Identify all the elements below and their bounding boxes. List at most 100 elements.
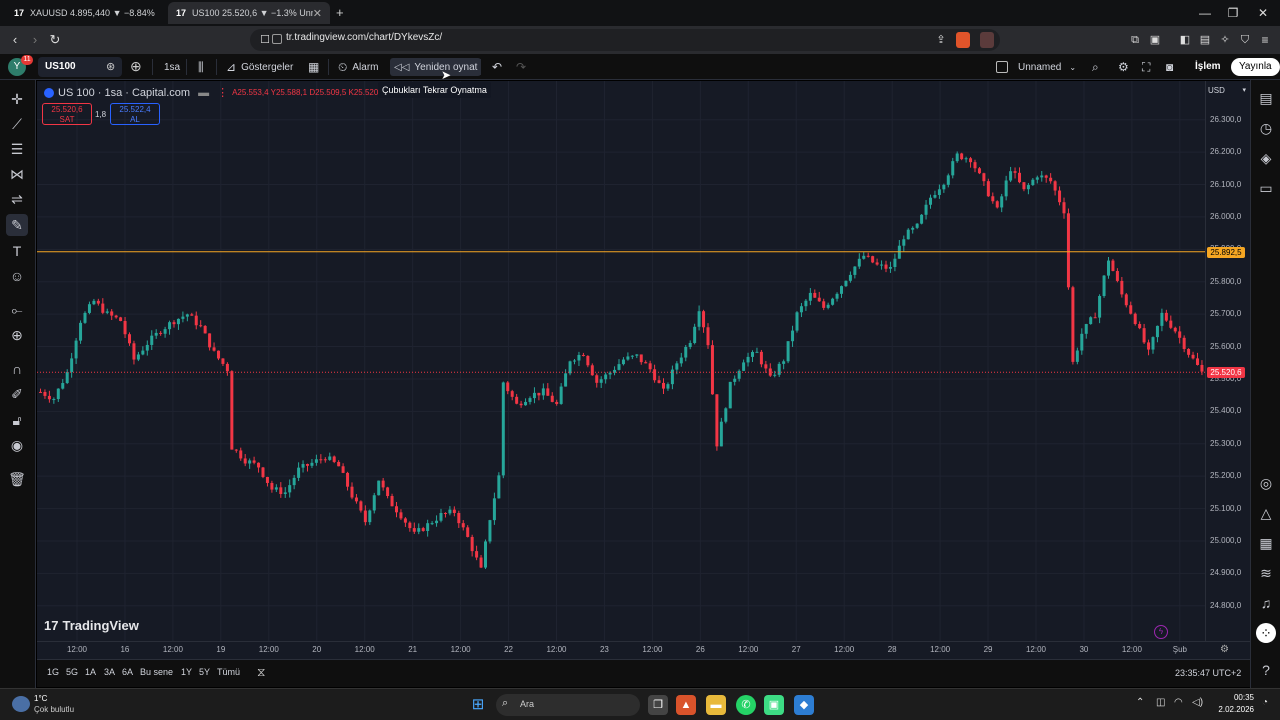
- sidebar-icon[interactable]: ◧: [1179, 34, 1191, 46]
- bookmark-icon[interactable]: ☐: [260, 34, 270, 46]
- weather-temp[interactable]: 1°C: [34, 694, 48, 703]
- clock[interactable]: 23:35:47 UTC+2: [1175, 668, 1242, 678]
- wifi-icon[interactable]: ◠: [1174, 697, 1183, 708]
- leo-ai-icon[interactable]: ✧: [1220, 34, 1230, 46]
- chart-pane[interactable]: [37, 81, 1205, 641]
- browser-tab-us100[interactable]: 17 US100 25.520,6 ▼ −1.3% Unnam ✕: [168, 2, 330, 24]
- weather-icon[interactable]: [12, 696, 30, 712]
- brave-rewards-icon[interactable]: [980, 32, 994, 48]
- pattern-icon[interactable]: ⋈: [10, 166, 24, 182]
- object-tree-icon[interactable]: ◈: [1260, 150, 1272, 166]
- replay-button[interactable]: ◁◁ Yeniden oynat: [390, 58, 482, 76]
- maximize-window-button[interactable]: ❐: [1227, 6, 1239, 20]
- products-grid-icon[interactable]: ⁘: [1256, 623, 1276, 643]
- weather-desc[interactable]: Çok bulutlu: [34, 705, 75, 714]
- notification-center-icon[interactable]: ◔: [1262, 697, 1269, 708]
- vpn-icon[interactable]: ⛉: [1240, 34, 1250, 46]
- notifications-bell-icon[interactable]: ♫: [1260, 595, 1272, 611]
- emoji-icon[interactable]: ☺: [9, 268, 25, 284]
- range-5g[interactable]: 5G: [66, 667, 79, 677]
- sell-button[interactable]: 25.520,6 SAT: [42, 103, 92, 125]
- target-icon[interactable]: ◎: [1259, 475, 1273, 491]
- volume-icon[interactable]: ◁): [1192, 697, 1204, 708]
- ruler-icon[interactable]: ⟜: [11, 302, 23, 318]
- chat-icon[interactable]: ▭: [1259, 180, 1273, 196]
- compare-symbol-icon[interactable]: ⊛: [106, 61, 116, 73]
- indicators-button[interactable]: ⊿ Göstergeler: [222, 58, 297, 76]
- site-info-icon[interactable]: [272, 34, 282, 44]
- trade-button[interactable]: İşlem: [1195, 61, 1221, 72]
- crosshair-icon[interactable]: ✛: [11, 91, 23, 107]
- url-box[interactable]: [250, 29, 1000, 51]
- layout-icon[interactable]: [996, 61, 1008, 73]
- buy-button[interactable]: 25.522,4 AL: [110, 103, 160, 125]
- layouts-grid-icon[interactable]: ▦: [308, 60, 320, 74]
- close-window-button[interactable]: ✕: [1257, 6, 1269, 20]
- settings-gear-icon[interactable]: ⚙: [1118, 60, 1129, 74]
- tray-chevron-icon[interactable]: ⌃: [1136, 697, 1145, 708]
- quick-search-icon[interactable]: ⌕: [1092, 59, 1099, 74]
- taskbar-search-box[interactable]: ⌕ Ara: [496, 694, 640, 716]
- forecast-icon[interactable]: ⇌: [11, 191, 23, 207]
- magnet-icon[interactable]: ∩: [11, 361, 23, 377]
- candlestick-chart[interactable]: [37, 81, 1205, 641]
- watchlist-icon[interactable]: ▤: [1259, 90, 1273, 106]
- task-view-icon[interactable]: ❐: [648, 695, 668, 715]
- back-icon[interactable]: ‹: [12, 32, 18, 47]
- help-icon[interactable]: ?: [1262, 662, 1270, 678]
- range-1y[interactable]: 1Y: [181, 667, 193, 677]
- eye-icon[interactable]: ◉: [10, 437, 24, 453]
- trend-line-icon[interactable]: ⟋: [12, 116, 22, 132]
- calendar-icon[interactable]: ▦: [1259, 535, 1273, 551]
- publish-button[interactable]: Yayınla: [1231, 58, 1280, 76]
- news-feed-icon[interactable]: ≋: [1260, 565, 1272, 581]
- wallet-icon[interactable]: ▤: [1199, 34, 1211, 46]
- alerts-clock-icon[interactable]: ◷: [1259, 120, 1273, 136]
- range-all[interactable]: Tümü: [217, 667, 241, 677]
- fib-retracement-icon[interactable]: ☰: [10, 141, 24, 157]
- redo-icon[interactable]: ↷: [516, 60, 527, 74]
- brave-browser-icon[interactable]: ▲: [676, 695, 696, 715]
- trash-icon[interactable]: 🗑︎: [8, 471, 26, 487]
- url-text[interactable]: tr.tradingview.com/chart/DYkevsZc/: [286, 32, 443, 43]
- share-icon[interactable]: ⇪: [936, 34, 946, 46]
- undo-icon[interactable]: ↶: [492, 60, 503, 74]
- range-5y[interactable]: 5Y: [199, 667, 211, 677]
- brush-icon[interactable]: ✎: [6, 214, 28, 236]
- menu-icon[interactable]: ≡: [1261, 33, 1269, 47]
- taskbar-time[interactable]: 00:35: [1233, 693, 1254, 702]
- alarm-button[interactable]: ⏲ Alarm: [334, 58, 383, 76]
- interval-button[interactable]: 1sa: [164, 61, 181, 73]
- range-1a[interactable]: 1A: [85, 667, 97, 677]
- range-1g[interactable]: 1G: [47, 667, 60, 677]
- minimize-window-button[interactable]: —: [1199, 6, 1211, 20]
- range-3a[interactable]: 3A: [104, 667, 116, 677]
- forward-icon[interactable]: ›: [32, 32, 38, 47]
- file-explorer-icon[interactable]: ▬: [706, 695, 726, 715]
- new-tab-button[interactable]: +: [336, 5, 344, 20]
- close-tab-icon[interactable]: ✕: [312, 7, 322, 20]
- ideas-icon[interactable]: △: [1260, 505, 1272, 521]
- app-icon[interactable]: ▣: [764, 695, 784, 715]
- app-icon-blue[interactable]: ◆: [794, 695, 814, 715]
- windows-start-icon[interactable]: ⊞: [471, 696, 485, 713]
- range-ytd[interactable]: Bu sene: [140, 667, 174, 677]
- brave-shield-icon[interactable]: [956, 32, 970, 48]
- candle-style-icon[interactable]: ⫼: [198, 59, 204, 74]
- go-to-date-icon[interactable]: ⧖: [257, 665, 266, 679]
- currency-selector[interactable]: USD ▾: [1208, 86, 1246, 98]
- add-symbol-icon[interactable]: ⊕: [130, 58, 142, 74]
- reload-icon[interactable]: ↻: [49, 32, 61, 47]
- time-settings-icon[interactable]: ⚙: [1220, 644, 1229, 655]
- taskbar-date[interactable]: 2.02.2026: [1218, 705, 1254, 714]
- symbol-search-input[interactable]: US100: [38, 57, 122, 77]
- zoom-in-icon[interactable]: ⊕: [11, 327, 23, 343]
- range-6a[interactable]: 6A: [122, 667, 134, 677]
- browser-tab-xauusd[interactable]: 17 XAUUSD 4.895,440 ▼ −8.84% Unnam: [6, 2, 164, 24]
- stay-in-drawing-icon[interactable]: ✐: [11, 386, 23, 402]
- network-icon[interactable]: ◫: [1156, 697, 1166, 708]
- layout-name-dropdown[interactable]: Unnamed ⌄: [1014, 58, 1080, 76]
- price-scale[interactable]: USD ▾ 26.300,0 26.200,0 26.100,0 26.000,0 25…: [1205, 81, 1250, 641]
- screenshot-icon[interactable]: ▣: [1149, 34, 1161, 46]
- fullscreen-icon[interactable]: ⛶: [1142, 59, 1151, 74]
